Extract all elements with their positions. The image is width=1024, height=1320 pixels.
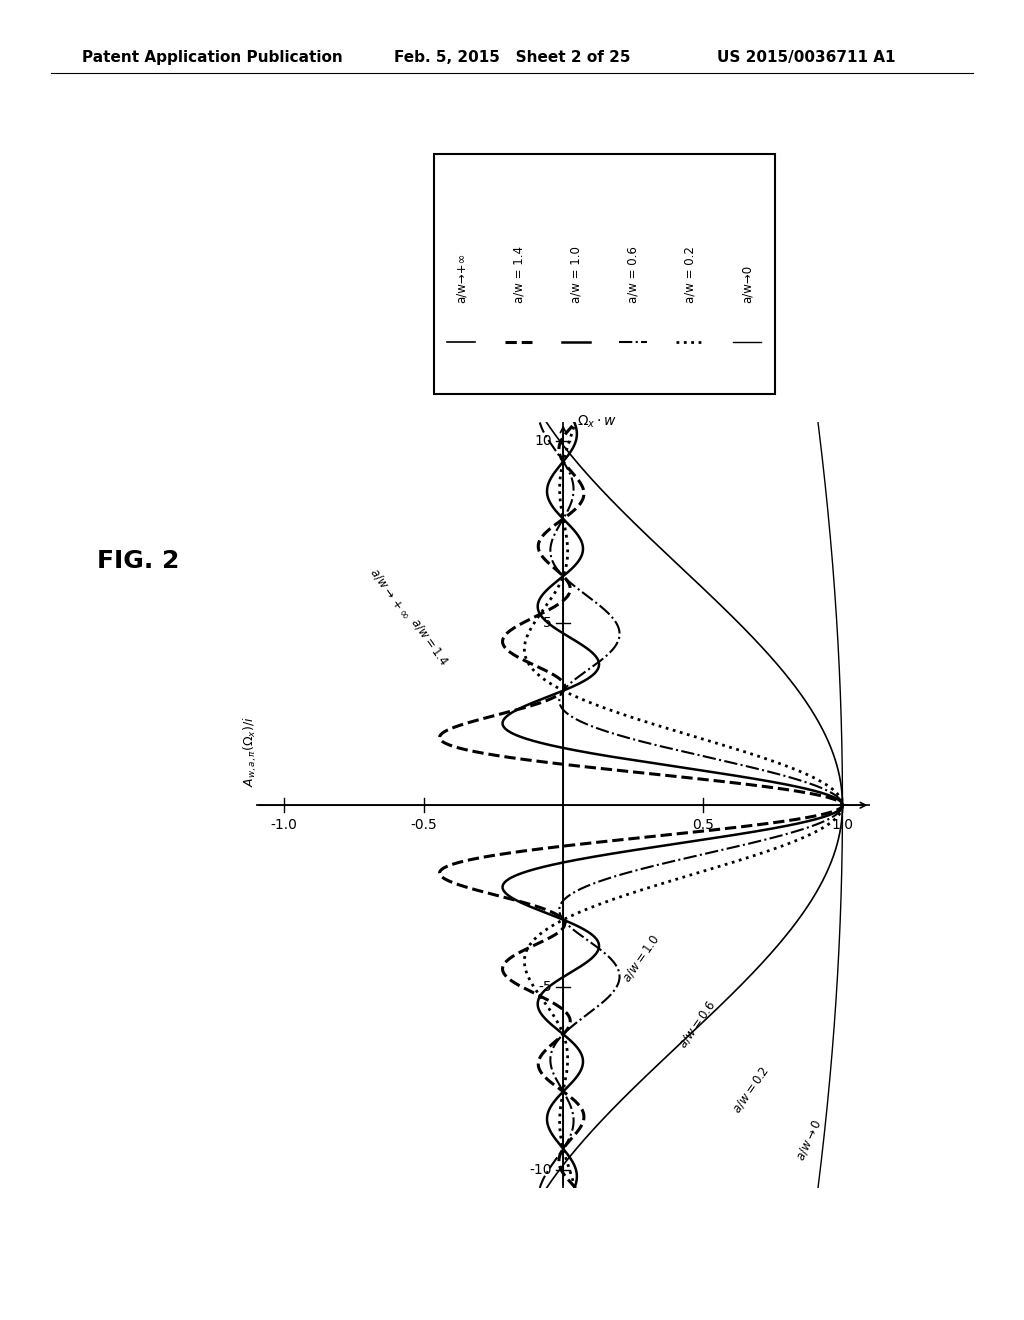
Text: $a/w{=}1.0$: $a/w{=}1.0$ — [620, 932, 663, 985]
Text: 5: 5 — [544, 616, 552, 630]
Text: -10: -10 — [529, 1163, 552, 1176]
Text: US 2015/0036711 A1: US 2015/0036711 A1 — [717, 50, 895, 65]
Text: a/w→0: a/w→0 — [740, 265, 754, 304]
Text: $\Omega_x \cdot w$: $\Omega_x \cdot w$ — [578, 413, 617, 430]
Text: $a/w{=}0.2$: $a/w{=}0.2$ — [729, 1064, 771, 1115]
Text: 10: 10 — [535, 434, 552, 447]
Text: $a/w{\rightarrow}0$: $a/w{\rightarrow}0$ — [794, 1118, 824, 1163]
Text: a/w = 0.2: a/w = 0.2 — [683, 247, 696, 304]
Text: a/w = 1.0: a/w = 1.0 — [569, 247, 582, 304]
Text: a/w = 1.4: a/w = 1.4 — [512, 247, 525, 304]
Text: Patent Application Publication: Patent Application Publication — [82, 50, 343, 65]
Text: $A_{w,a,\pi}(\Omega_x)/i$: $A_{w,a,\pi}(\Omega_x)/i$ — [242, 715, 259, 787]
FancyBboxPatch shape — [433, 154, 775, 393]
Text: Feb. 5, 2015   Sheet 2 of 25: Feb. 5, 2015 Sheet 2 of 25 — [394, 50, 631, 65]
Text: $a/w{=}0.6$: $a/w{=}0.6$ — [676, 998, 719, 1051]
Text: -5: -5 — [539, 981, 552, 994]
Text: 0.5: 0.5 — [692, 818, 714, 832]
Text: $a/w{=}1.4$: $a/w{=}1.4$ — [408, 615, 451, 668]
Text: -0.5: -0.5 — [411, 818, 437, 832]
Text: a/w = 0.6: a/w = 0.6 — [627, 247, 639, 304]
Text: -1.0: -1.0 — [270, 818, 297, 832]
Text: 1.0: 1.0 — [831, 818, 853, 832]
Text: $a/w{\rightarrow}+\infty$: $a/w{\rightarrow}+\infty$ — [367, 565, 413, 623]
Text: FIG. 2: FIG. 2 — [97, 549, 179, 573]
Text: a/w→+∞: a/w→+∞ — [455, 253, 468, 304]
